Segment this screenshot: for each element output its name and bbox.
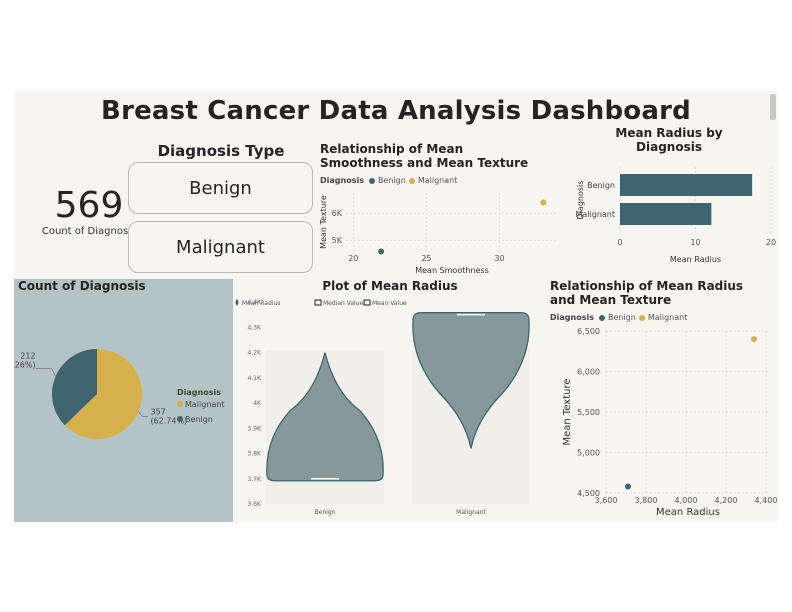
category-label: Malignant [456, 509, 486, 516]
y-tick-label: 3.6K [248, 501, 263, 508]
y-tick-label: 6K [332, 209, 343, 218]
slicer-title: Diagnosis Type [157, 142, 285, 160]
leader-line-benign [35, 368, 56, 377]
violin-chart: Mean Radius Median Value Mean Value 3.6K 3.7… [235, 299, 530, 516]
slice-benign [52, 349, 97, 426]
slice-pct-label: (62.74%) [150, 417, 187, 426]
pie-legend-malignant-label: Malignant [185, 400, 225, 409]
y-axis-label: Mean Texture [319, 195, 328, 249]
x-axis-label: Mean Radius [656, 507, 720, 518]
x-tick-label: 3,800 [635, 496, 658, 505]
y-tick-label: 4K [253, 400, 262, 407]
legend-median-icon [314, 299, 322, 306]
radius-bar-title: Mean Radius by Diagnosis [615, 126, 723, 154]
y-tick-label: 3.7K [248, 476, 263, 483]
pie-legend-malignant-dot [177, 401, 183, 407]
pie-title: Count of Diagnosis [18, 279, 146, 293]
y-axis-label: Mean Texture [562, 378, 573, 445]
legend-malignant-dot [408, 177, 415, 184]
kpi-value: 569 [54, 185, 124, 226]
radius-texture-title: Relationship of Mean Radius and Mean Tex… [550, 279, 744, 307]
pie-panel: Count of Diagnosis 357(62.74%) 212(37.26%… [14, 279, 233, 522]
slicer-benign-button[interactable]: Benign [128, 162, 313, 214]
kpi-label: Count of Diagnosis [41, 226, 137, 237]
x-tick-label: 20 [766, 238, 776, 247]
y-tick-label: 4.3K [248, 324, 263, 331]
x-tick-label: 10 [690, 238, 700, 247]
pie-chart: 357(62.74%) 212(37.26%) Diagnosis Malignant… [14, 349, 225, 439]
violin-benign [266, 352, 384, 482]
point-benign [378, 248, 385, 255]
legend-benign-label: Benign [377, 176, 406, 185]
y-tick-label: 4.2K [248, 350, 263, 357]
x-tick-label: 20 [348, 254, 358, 263]
x-tick-label: 25 [421, 254, 431, 263]
bar-benign [620, 174, 753, 196]
y-tick-label: 4.1K [248, 375, 263, 382]
smooth-texture-chart: 20 25 30 5K 6K Mean Smoothness Mean Texture [319, 193, 558, 275]
smooth-texture-title: Relationship of Mean Smoothness and Mean… [320, 142, 529, 170]
y-tick-label: 6,500 [577, 327, 600, 336]
slice-pct-label: (37.26%) [14, 360, 36, 369]
x-tick-label: 30 [494, 254, 504, 263]
legend-label: Median Value [323, 300, 364, 307]
legend-malignant-dot-2 [638, 314, 645, 321]
smooth-texture-legend: Diagnosis Benign Malignant [320, 176, 457, 185]
x-tick-label: 4,000 [675, 496, 698, 505]
legend-malignant-label-2: Malignant [647, 313, 688, 322]
y-tick-label: 5K [332, 236, 343, 245]
radius-texture-legend: Diagnosis Benign Malignant [550, 313, 687, 322]
y-tick-label: 3.8K [248, 451, 263, 458]
y-tick-label: 3.9K [248, 425, 263, 432]
pie-legend-benign-dot [177, 416, 183, 422]
slice-value-label: 357 [150, 408, 165, 417]
point-malignant [751, 336, 757, 343]
y-tick-label: 5,000 [577, 449, 600, 458]
slice-value-label: 212 [20, 351, 35, 360]
scrollbar[interactable] [770, 94, 776, 120]
dashboard: Breast Cancer Data Analysis Dashboard 56… [14, 91, 778, 522]
slicer-malignant-button[interactable]: Malignant [128, 221, 313, 273]
category-label: Benign [315, 509, 336, 516]
x-axis-label: Mean Radius [670, 255, 721, 264]
bar-malignant [620, 203, 712, 225]
y-tick-label: 5,500 [577, 408, 600, 417]
leader-line-malignant [138, 411, 149, 417]
x-tick-label: 4,200 [715, 496, 738, 505]
radius-texture-chart: 3,600 3,800 4,000 4,200 4,400 4,500 5,000 5,500… [562, 327, 778, 518]
legend-malignant-label: Malignant [417, 176, 458, 185]
legend-title-2: Diagnosis [550, 313, 594, 322]
legend-label: Mean Radius [242, 300, 280, 307]
category-label: Benign [587, 181, 615, 190]
x-tick-label: 4,400 [755, 496, 778, 505]
page-title: Breast Cancer Data Analysis Dashboard [101, 96, 691, 126]
violin-title: Plot of Mean Radius [322, 279, 458, 293]
legend-violin-icon [235, 299, 239, 306]
legend-mean-icon [363, 299, 371, 306]
y-tick-label: 4,500 [577, 489, 600, 498]
point-benign [625, 483, 631, 490]
category-label: Malignant [575, 210, 615, 219]
y-tick-label: 6,000 [577, 368, 600, 377]
legend-label: Mean Value [372, 300, 407, 307]
x-tick-label: 0 [617, 238, 622, 247]
pie-legend-title: Diagnosis [177, 388, 221, 397]
legend-benign-dot-2 [598, 314, 605, 321]
pie-legend-benign-label: Benign [185, 415, 213, 424]
x-tick-label: 3,600 [595, 496, 618, 505]
slice-malignant [64, 349, 143, 439]
radius-bar-chart: 0 10 20 Benign Malignant Mean Radius Diagnosis [575, 167, 776, 264]
y-axis-label: Diagnosis [576, 181, 585, 220]
legend-title: Diagnosis [320, 176, 364, 185]
legend-benign-label-2: Benign [607, 313, 636, 322]
legend-benign-dot [368, 177, 375, 184]
y-tick-label: 4.4K [248, 299, 263, 306]
point-malignant [540, 199, 547, 206]
violin-malignant [412, 311, 530, 449]
x-axis-label: Mean Smoothness [415, 266, 489, 275]
